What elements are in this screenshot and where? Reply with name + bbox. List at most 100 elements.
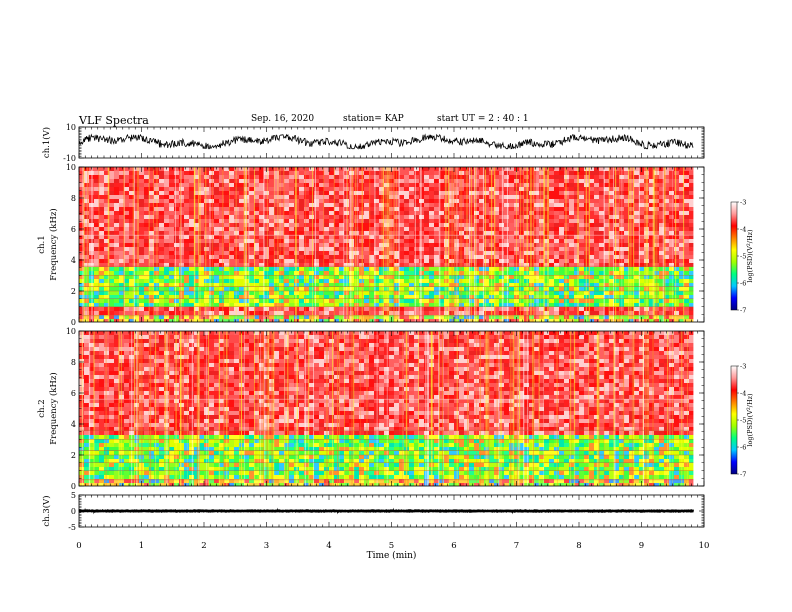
spec-cell [614,291,619,295]
spec-cell [159,287,164,291]
spec-cell [604,215,609,219]
spec-cell [434,167,439,171]
spec-cell [109,223,114,227]
spec-cell [539,303,544,307]
spec-cell [589,247,594,251]
spec-cell [189,307,194,311]
spec-cell [234,271,239,275]
spec-cell [149,243,154,247]
spec-cell [649,171,654,175]
spec-cell [599,299,604,303]
spec-cell [259,315,264,319]
spec-cell [384,231,389,235]
spec-cell [219,303,224,307]
spec-cell [439,259,444,263]
spec-cell [214,259,219,263]
spec-cell [199,215,204,219]
spec-cell [364,247,369,251]
spec-cell [184,275,189,279]
spec-cell [594,235,599,239]
spec-cell [579,183,584,187]
spec-cell [99,191,104,195]
spec-cell [359,179,364,183]
spec-cell [324,319,329,322]
spec-cell [369,283,374,287]
spec-cell [189,211,194,215]
spec-cell [204,255,209,259]
spec-cell [674,183,679,187]
spec-cell [274,311,279,315]
spec-cell [149,283,154,287]
spec-cell [629,251,634,255]
spec-cell [219,251,224,255]
spec-cell [494,211,499,215]
spec-cell [239,203,244,207]
spec-cell [94,271,99,275]
spec-cell [284,231,289,235]
spec-cell [669,311,674,315]
spec-cell [479,303,484,307]
spec-cell [339,179,344,183]
spec-cell [174,271,179,275]
spec-cell [464,287,469,291]
spec-cell [79,259,84,263]
spec-cell [599,247,604,251]
spec-cell [504,315,509,319]
spec-cell [149,235,154,239]
spec-cell [554,315,559,319]
spec-cell [279,219,284,223]
spec-cell [564,175,569,179]
spec-cell [129,303,134,307]
spec-cell [229,223,234,227]
spec-cell [374,307,379,311]
spec-cell [149,279,154,283]
spec-cell [539,211,544,215]
spec-cell [464,207,469,211]
spec-cell [664,271,669,275]
spec-cell [274,275,279,279]
spec-cell [204,191,209,195]
spec-cell [204,183,209,187]
spec-cell [154,187,159,191]
spec-cell [684,215,689,219]
spec-cell [509,207,514,211]
spec-cell [304,235,309,239]
spec-cell [384,251,389,255]
spec-cell [519,295,524,299]
spec-cell [254,279,259,283]
spec-cell [114,299,119,303]
spec-cell [679,243,684,247]
spec-cell [364,231,369,235]
spec-cell [299,195,304,199]
spec-cell [179,267,184,271]
spec-cell [109,275,114,279]
spec-cell [664,207,669,211]
spec-cell [614,295,619,299]
spec-cell [614,175,619,179]
spec-cell [464,291,469,295]
spec-cell [669,167,674,171]
spec-cell [484,231,489,235]
spec-cell [239,311,244,315]
spec-cell [94,251,99,255]
spec-cell [194,263,199,267]
spec-cell [304,279,309,283]
spec-cell [199,299,204,303]
spec-cell [499,307,504,311]
spec-cell [339,207,344,211]
spec-cell [354,231,359,235]
spec-cell [274,315,279,319]
spec-cell [624,291,629,295]
spec-cell [609,231,614,235]
spec-cell [249,211,254,215]
spec-cell [659,223,664,227]
spec-cell [564,267,569,271]
spec-cell [354,227,359,231]
spec-cell [304,267,309,271]
spec-cell [304,319,309,322]
spec-cell [304,255,309,259]
spec-cell [339,239,344,243]
spec-cell [579,207,584,211]
spec-cell [549,283,554,287]
spec-cell [544,295,549,299]
